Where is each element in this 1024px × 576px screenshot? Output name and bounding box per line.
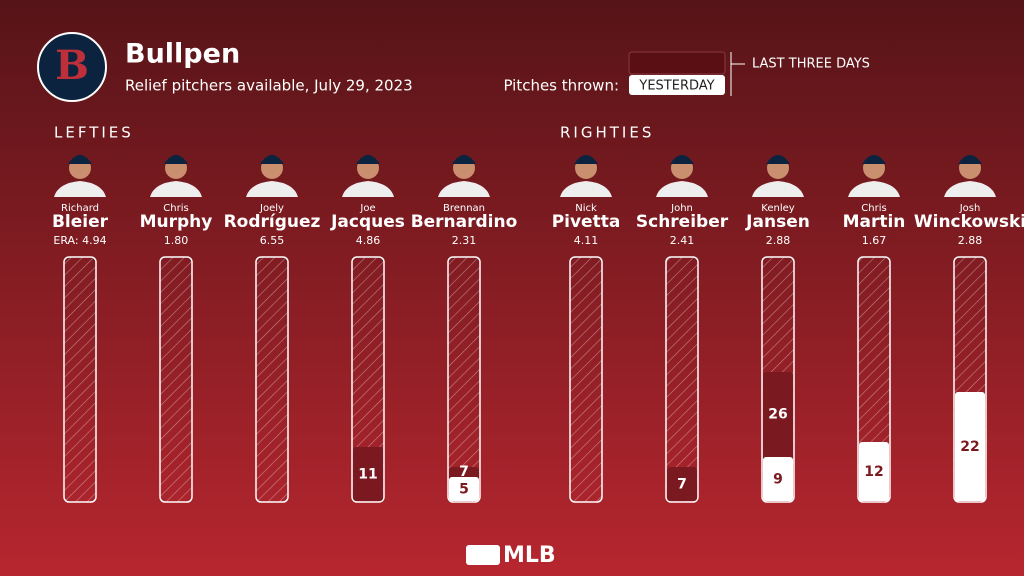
legend-yesterday: YESTERDAY <box>638 79 714 94</box>
legend-bracket <box>730 52 745 96</box>
bar-last-three-days <box>353 447 383 501</box>
era: 2.88 <box>766 234 791 247</box>
era: 2.31 <box>452 234 477 247</box>
first-name: Richard <box>61 203 99 214</box>
era: 6.55 <box>260 234 285 247</box>
first-name: Joe <box>359 203 375 214</box>
legend-yesterday-swatch <box>629 75 725 95</box>
title: Bullpen <box>125 39 240 70</box>
team-logo <box>37 32 107 102</box>
headshot-body <box>246 181 298 197</box>
bar-yesterday <box>449 477 479 501</box>
era: 4.86 <box>356 234 381 247</box>
headshot-body <box>150 181 202 197</box>
last-name: Jansen <box>745 212 810 232</box>
headshot-cap <box>670 155 694 164</box>
headshot-body <box>656 181 708 197</box>
logo-letter: B <box>55 42 89 89</box>
headshot-body <box>438 181 490 197</box>
last-name: Rodríguez <box>224 212 321 232</box>
headshot-cap <box>574 155 598 164</box>
bar-track <box>569 256 603 503</box>
value-label: 11 <box>358 467 377 483</box>
group-label: RIGHTIES <box>560 124 654 142</box>
last-name: Jacques <box>330 212 405 232</box>
last-name: Pivetta <box>552 212 621 232</box>
headshot-cap <box>356 155 380 164</box>
last-name: Martin <box>843 212 906 232</box>
headshot-body <box>752 181 804 197</box>
bar-last-three-days <box>667 467 697 501</box>
value-label: 5 <box>459 482 469 498</box>
last-name: Schreiber <box>636 212 729 232</box>
era: 4.11 <box>574 234 599 247</box>
first-name: Joely <box>259 203 284 214</box>
headshot-cap <box>766 155 790 164</box>
bar-track <box>351 256 385 503</box>
headshot-body <box>848 181 900 197</box>
era: 1.80 <box>164 234 189 247</box>
headshot-cap <box>862 155 886 164</box>
value-label: 26 <box>768 407 787 423</box>
headshot-body <box>54 181 106 197</box>
last-name: Murphy <box>140 212 213 232</box>
first-name: Nick <box>575 203 597 214</box>
bar-track <box>447 256 481 503</box>
legend-label: Pitches thrown: <box>503 77 619 95</box>
headshot-cap <box>68 155 92 164</box>
era: ERA: 4.94 <box>53 234 106 247</box>
value-label: 9 <box>773 472 783 488</box>
first-name: Chris <box>163 203 188 214</box>
headshot-body <box>342 181 394 197</box>
value-label: 7 <box>459 464 469 480</box>
era: 1.67 <box>862 234 887 247</box>
value-label: 12 <box>864 464 883 480</box>
headshot-body <box>560 181 612 197</box>
group-label: LEFTIES <box>54 124 134 142</box>
value-label: 7 <box>677 477 687 493</box>
headshot-cap <box>260 155 284 164</box>
last-name: Winckowski <box>914 212 1024 232</box>
first-name: Brennan <box>443 203 485 214</box>
last-name: Bleier <box>52 212 109 232</box>
footer: MLB <box>503 543 556 568</box>
first-name: Kenley <box>761 203 794 214</box>
first-name: John <box>670 203 693 214</box>
first-name: Chris <box>861 203 886 214</box>
era: 2.41 <box>670 234 695 247</box>
bar-track <box>665 256 699 503</box>
bar-track <box>255 256 289 503</box>
bar-yesterday <box>763 457 793 501</box>
bar-track <box>63 256 97 503</box>
mlb-logo-mark <box>466 545 500 565</box>
value-label: 22 <box>960 439 979 455</box>
bar-yesterday <box>955 392 985 501</box>
headshot-cap <box>164 155 188 164</box>
bar-track <box>159 256 193 503</box>
subtitle: Relief pitchers available, July 29, 2023 <box>125 77 413 95</box>
headshot-cap <box>958 155 982 164</box>
first-name: Josh <box>959 203 981 214</box>
bar-yesterday <box>859 442 889 501</box>
headshot-cap <box>452 155 476 164</box>
legend-three-days-swatch <box>628 51 726 75</box>
legend-three-days: LAST THREE DAYS <box>752 57 870 72</box>
headshot-body <box>944 181 996 197</box>
last-name: Bernardino <box>411 212 518 232</box>
bar-track <box>857 256 891 503</box>
era: 2.88 <box>958 234 983 247</box>
